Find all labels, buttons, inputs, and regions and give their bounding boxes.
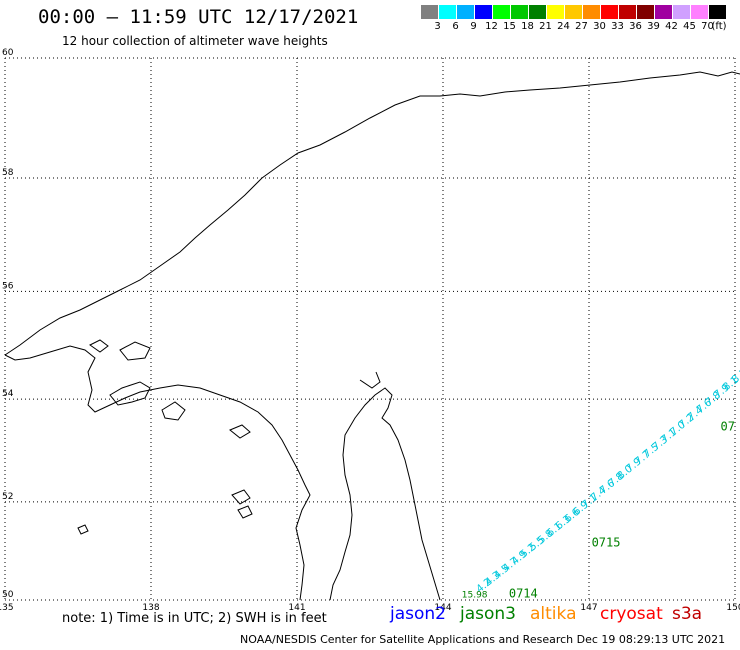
coastline-mainland [4, 71, 740, 356]
lat-tick-label: 56 [2, 281, 14, 291]
lon-tick-label: 138 [142, 603, 159, 613]
legend-label: 45 [683, 21, 696, 32]
legend-swatch [493, 5, 510, 19]
coastline [4, 71, 740, 601]
lon-tick-label: 147 [580, 603, 597, 613]
coastline-sakhalin [329, 387, 441, 601]
island-small-1 [161, 401, 186, 421]
satellite-label: jason2 [390, 604, 446, 624]
island-small-5 [231, 489, 251, 505]
coastline-gulf [4, 345, 311, 601]
legend-swatch [565, 5, 582, 19]
legend-swatch [511, 5, 528, 19]
legend-label: 15 [503, 21, 516, 32]
lon-tick-label: 141 [288, 603, 305, 613]
lat-lon-grid: 135 138 141 144 147 150 50 52 54 56 58 60 [0, 48, 740, 613]
lon-tick-label: 135 [0, 603, 14, 613]
legend-swatch [619, 5, 636, 19]
legend-swatch [547, 5, 564, 19]
legend-label: 18 [521, 21, 534, 32]
page-title: 00:00 – 11:59 UTC 12/17/2021 [38, 6, 359, 28]
legend-label: 24 [557, 21, 570, 32]
credit-line: NOAA/NESDIS Center for Satellite Applica… [240, 633, 726, 646]
lat-tick-label: 54 [2, 389, 14, 399]
track-time-label: 0715 [592, 536, 621, 550]
legend-swatch [529, 5, 546, 19]
legend-swatch [439, 5, 456, 19]
lon-tick-label: 150 [726, 603, 740, 613]
island-small-6 [237, 505, 253, 519]
island-small-3 [119, 341, 151, 361]
legend-swatch [421, 5, 438, 19]
lat-tick-label: 50 [2, 590, 14, 600]
track-value: 8.3 [730, 367, 740, 385]
satellite-label: s3a [672, 604, 703, 624]
satellite-track: 4.24.34.54.74.95.25.55.86.16.36.66.97.17… [475, 367, 740, 595]
island-small-4 [229, 424, 251, 439]
legend-swatch [709, 5, 726, 19]
legend-label: 21 [539, 21, 552, 32]
legend-label: 12 [485, 21, 498, 32]
legend-label: 42 [665, 21, 678, 32]
legend-swatch [475, 5, 492, 19]
legend-swatch [601, 5, 618, 19]
legend-label: 70 [701, 21, 714, 32]
lon-tick-label: 144 [434, 603, 451, 613]
legend-label: 36 [629, 21, 642, 32]
legend-swatch [457, 5, 474, 19]
lat-tick-label: 60 [2, 48, 14, 58]
island-small-2 [89, 339, 109, 353]
island-shantar [109, 381, 151, 406]
legend-unit: (ft) [711, 21, 727, 32]
legend-swatch [691, 5, 708, 19]
legend-label: 33 [611, 21, 624, 32]
coastline-bay [359, 371, 381, 389]
legend-label: 30 [593, 21, 606, 32]
legend-label: 27 [575, 21, 588, 32]
track-time-label: 0714 [509, 587, 538, 601]
track-time-labels: 15.98 0714 0715 07 [462, 419, 735, 600]
legend-label: 6 [452, 21, 459, 32]
satellite-label: jason3 [460, 604, 516, 624]
legend-swatch [583, 5, 600, 19]
legend-label: 3 [434, 21, 441, 32]
page-subtitle: 12 hour collection of altimeter wave hei… [62, 34, 328, 48]
lat-tick-label: 52 [2, 492, 13, 502]
legend-label: 9 [470, 21, 477, 32]
satellite-label: altika [530, 604, 577, 624]
island-small-7 [77, 524, 89, 535]
lat-tick-label: 58 [2, 168, 14, 178]
footnote: note: 1) Time is in UTC; 2) SWH is in fe… [62, 611, 327, 626]
legend-swatch [655, 5, 672, 19]
track-time-label: 07 [720, 419, 734, 433]
legend-label: 39 [647, 21, 660, 32]
legend-swatch [673, 5, 690, 19]
satellite-label: cryosat [600, 604, 663, 624]
track-start-label: 15.98 [462, 591, 488, 601]
legend-swatch [637, 5, 654, 19]
